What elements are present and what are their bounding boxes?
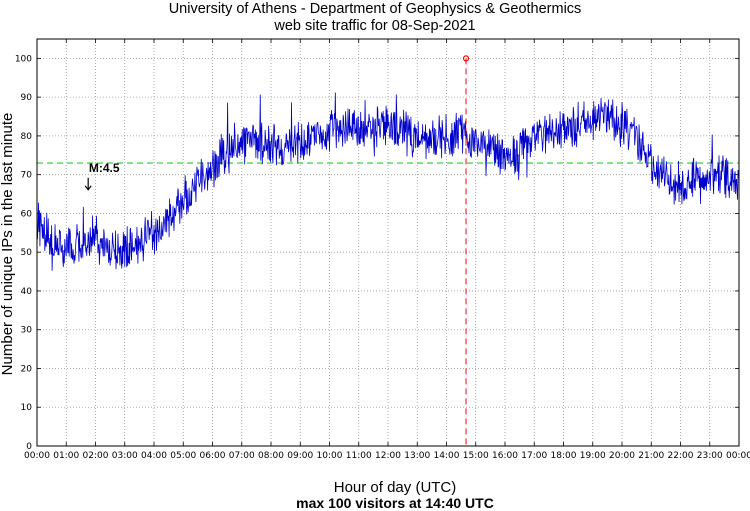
- grid: [36, 39, 740, 447]
- y-tick-label: 70: [21, 171, 33, 181]
- chart-title-line2: web site traffic for 08-Sep-2021: [273, 18, 475, 34]
- chart-title-line1: University of Athens - Department of Geo…: [169, 1, 582, 17]
- y-tick-label: 90: [21, 93, 33, 103]
- y-tick-label: 50: [21, 248, 33, 258]
- x-tick-label: 00:00: [726, 451, 750, 461]
- y-tick-label: 80: [21, 132, 33, 142]
- x-tick-label: 14:00: [434, 451, 460, 461]
- x-tick-label: 10:00: [317, 451, 343, 461]
- y-tick-label: 30: [21, 326, 33, 336]
- x-tick-label: 13:00: [404, 451, 430, 461]
- x-axis-title: Hour of day (UTC): [334, 479, 457, 496]
- x-tick-label: 19:00: [580, 451, 606, 461]
- x-tick-label: 12:00: [375, 451, 401, 461]
- x-tick-label: 06:00: [200, 451, 226, 461]
- y-tick-label: 20: [21, 364, 33, 374]
- x-tick-label: 02:00: [83, 451, 109, 461]
- x-tick-label: 17:00: [521, 451, 547, 461]
- y-tick-label: 100: [15, 54, 32, 64]
- x-tick-label: 04:00: [141, 451, 167, 461]
- x-tick-label: 23:00: [697, 451, 723, 461]
- chart-subtitle: max 100 visitors at 14:40 UTC: [296, 495, 494, 511]
- x-tick-label: 15:00: [463, 451, 489, 461]
- x-tick-label: 21:00: [638, 451, 664, 461]
- x-tick-label: 09:00: [287, 451, 313, 461]
- y-tick-label: 10: [21, 403, 33, 413]
- x-tick-label: 00:00: [24, 451, 50, 461]
- plot-frame: [36, 38, 740, 447]
- x-tick-label: 18:00: [551, 451, 577, 461]
- x-tick-label: 16:00: [492, 451, 518, 461]
- x-tick-label: 03:00: [112, 451, 138, 461]
- x-tick-label: 22:00: [668, 451, 694, 461]
- x-tick-label: 08:00: [258, 451, 284, 461]
- x-tick-label: 11:00: [346, 451, 372, 461]
- annotation-label: M:4.5: [89, 161, 120, 175]
- series-line-traffic: [36, 92, 740, 271]
- y-tick-label: 60: [21, 209, 33, 219]
- annotation-arrow: [84, 177, 92, 191]
- y-tick-label: 0: [26, 442, 32, 452]
- y-axis-title: Number of unique IPs in the last minute: [0, 113, 16, 376]
- x-tick-label: 20:00: [609, 451, 635, 461]
- x-tick-label: 01:00: [53, 451, 79, 461]
- x-tick-label: 07:00: [229, 451, 255, 461]
- y-tick-label: 40: [21, 287, 33, 297]
- x-tick-label: 05:00: [170, 451, 196, 461]
- max-marker-dot: [462, 55, 470, 62]
- x-tick-labels: 00:00 01:00 02:00 03:00 04:00 05:00 06:00 07:00…: [24, 451, 750, 461]
- y-tick-labels: 0 10 20 30 40 50 60 70 80 90 100: [15, 54, 32, 452]
